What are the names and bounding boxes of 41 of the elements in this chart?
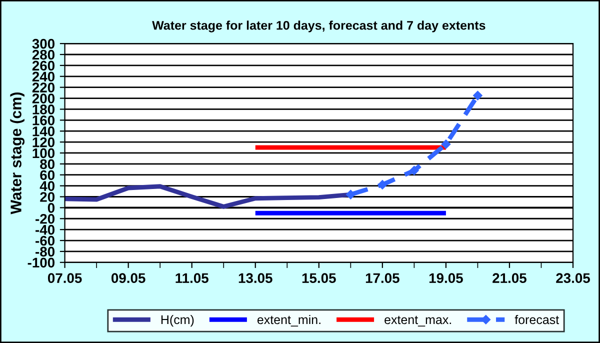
y-tick-label: -80	[36, 246, 55, 257]
y-tick-label: 260	[32, 60, 55, 71]
y-tick-label: -100	[28, 258, 55, 268]
y-tick-label: 0	[48, 203, 55, 213]
y-tick-label: -40	[36, 224, 55, 235]
y-tick-label: -60	[36, 236, 55, 246]
point	[441, 140, 451, 149]
point	[410, 166, 419, 176]
point	[473, 90, 482, 100]
y-tick-label: 60	[40, 170, 55, 180]
chart-title: Water stage for later 10 days, forecast and 7 day extents	[152, 20, 486, 32]
legend-label: forecast	[514, 314, 559, 324]
y-tick-label: 180	[32, 104, 55, 114]
x-tick-label: 13.05	[238, 273, 272, 284]
y-tick-label: -20	[36, 214, 55, 224]
y-tick-label: 220	[32, 82, 55, 92]
y-tick-label: 240	[32, 72, 55, 82]
x-tick-label: 23.05	[556, 273, 590, 284]
y-tick-label: 300	[32, 38, 55, 49]
x-tick-label: 17.05	[366, 273, 400, 284]
y-tick-label: 160	[32, 115, 55, 126]
x-tick-label: 09.05	[112, 273, 146, 284]
x-tick-label: 15.05	[302, 273, 336, 284]
y-tick-label: 200	[32, 94, 55, 104]
y-tick-label: 20	[40, 192, 55, 202]
y-tick-label: 140	[32, 126, 55, 136]
point	[378, 180, 388, 190]
legend-label: extent_max.	[384, 316, 451, 326]
x-tick-label: 11.05	[176, 273, 208, 284]
y-tick-label: 280	[32, 50, 55, 60]
y-tick-label: 120	[32, 137, 55, 148]
point	[346, 190, 356, 200]
legend-label: H(cm)	[161, 314, 194, 327]
x-tick-label: 21.05	[492, 273, 526, 284]
y-axis-title: Water stage (cm)	[10, 92, 25, 214]
y-tick-label: 40	[40, 181, 55, 191]
y-tick-label: 80	[40, 159, 55, 170]
y-tick-label: 100	[32, 148, 55, 158]
x-tick-label: 19.05	[429, 273, 463, 284]
x-tick-label: 07.05	[48, 273, 82, 284]
legend-label: extent_min.	[257, 314, 320, 326]
